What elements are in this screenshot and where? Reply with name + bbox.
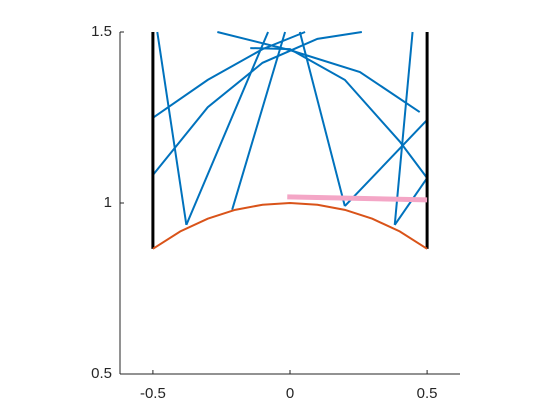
line bbox=[152, 201, 428, 250]
line bbox=[185, 31, 269, 226]
y-tick-label: 1.5 bbox=[91, 23, 112, 40]
y-tick-label: 1 bbox=[104, 194, 112, 211]
line bbox=[156, 31, 188, 226]
line bbox=[250, 47, 428, 179]
x-tick-label: 0 bbox=[286, 385, 294, 402]
line bbox=[344, 119, 428, 207]
line bbox=[152, 31, 362, 176]
line bbox=[298, 31, 346, 207]
line bbox=[217, 31, 421, 113]
x-tick-label: -0.5 bbox=[140, 385, 166, 402]
line bbox=[393, 31, 414, 225]
line bbox=[152, 31, 306, 119]
y-tick-label: 0.5 bbox=[91, 365, 112, 382]
x-tick-label: 0.5 bbox=[417, 385, 438, 402]
line bbox=[231, 31, 287, 211]
line bbox=[287, 194, 428, 203]
